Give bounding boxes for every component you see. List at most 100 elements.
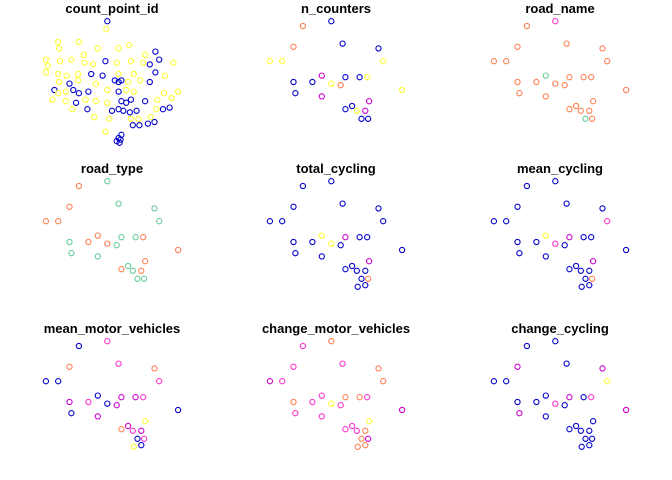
point-marker xyxy=(572,102,580,110)
point-marker xyxy=(490,378,498,385)
point-marker xyxy=(42,378,50,385)
point-marker xyxy=(140,234,147,241)
point-marker xyxy=(125,42,133,49)
point-marker xyxy=(604,218,611,225)
point-marker xyxy=(578,443,585,450)
point-marker xyxy=(523,22,531,30)
point-marker xyxy=(140,435,148,442)
point-marker xyxy=(123,99,130,106)
point-marker xyxy=(279,58,286,65)
point-marker xyxy=(134,275,141,282)
point-marker xyxy=(44,62,51,70)
point-marker xyxy=(118,426,125,433)
point-marker xyxy=(542,72,549,79)
point-marker xyxy=(339,200,346,207)
point-marker xyxy=(503,58,510,65)
point-marker xyxy=(586,282,593,289)
point-marker xyxy=(542,392,549,399)
point-marker xyxy=(589,418,597,425)
point-marker xyxy=(140,394,147,401)
point-marker xyxy=(70,86,77,94)
point-marker xyxy=(62,88,69,95)
point-marker xyxy=(566,426,573,433)
point-marker xyxy=(85,88,92,95)
point-marker xyxy=(55,378,62,385)
point-marker xyxy=(339,360,346,367)
panel-mean-motor-vehicles: mean_motor_vehicles xyxy=(42,321,182,450)
panel-total-cycling: total_cycling xyxy=(266,161,406,290)
point-marker xyxy=(130,443,137,450)
panel-title: road_name xyxy=(525,1,594,16)
panel-change-motor-vehicles: change_motor_vehicles xyxy=(262,321,410,450)
point-marker xyxy=(328,80,335,87)
point-marker xyxy=(516,90,523,97)
panel-points xyxy=(490,178,630,290)
point-marker xyxy=(503,218,510,225)
point-marker xyxy=(348,422,356,430)
point-marker xyxy=(156,378,163,385)
point-marker xyxy=(290,203,297,210)
point-marker xyxy=(514,238,521,246)
point-marker xyxy=(328,400,335,407)
point-marker xyxy=(353,107,360,114)
point-marker xyxy=(90,114,98,121)
point-marker xyxy=(89,61,97,68)
point-marker xyxy=(118,394,125,401)
point-marker xyxy=(290,398,297,406)
point-marker xyxy=(362,282,369,289)
point-marker xyxy=(127,96,135,103)
point-marker xyxy=(66,203,73,210)
point-marker xyxy=(309,78,316,86)
point-marker xyxy=(589,98,597,105)
point-marker xyxy=(113,402,120,409)
point-marker xyxy=(552,400,559,407)
point-marker xyxy=(398,246,406,254)
point-marker xyxy=(129,122,136,129)
point-marker xyxy=(51,86,58,94)
point-marker xyxy=(290,43,297,50)
point-marker xyxy=(599,365,606,372)
point-marker xyxy=(622,86,630,94)
point-marker xyxy=(113,59,120,66)
point-marker xyxy=(290,363,297,370)
point-marker xyxy=(56,58,64,65)
point-marker xyxy=(137,77,144,84)
point-marker xyxy=(364,234,371,241)
point-marker xyxy=(111,77,118,84)
point-marker xyxy=(81,59,88,66)
point-marker xyxy=(561,82,568,89)
point-marker xyxy=(582,275,589,282)
point-marker xyxy=(604,58,611,65)
point-marker xyxy=(55,38,62,46)
point-marker xyxy=(63,72,70,79)
point-marker xyxy=(133,107,140,114)
point-marker xyxy=(292,250,299,257)
point-marker xyxy=(55,218,62,225)
point-marker xyxy=(604,378,611,385)
point-marker xyxy=(104,400,111,407)
panel-points xyxy=(490,18,630,122)
point-marker xyxy=(141,98,149,105)
point-marker xyxy=(514,363,521,370)
point-marker xyxy=(542,93,549,100)
point-marker xyxy=(299,22,307,30)
point-marker xyxy=(572,262,580,270)
point-marker xyxy=(356,394,363,401)
point-marker xyxy=(542,413,549,420)
point-marker xyxy=(104,86,111,94)
point-marker xyxy=(140,59,147,66)
point-marker xyxy=(580,234,587,241)
point-marker xyxy=(153,106,160,113)
point-marker xyxy=(318,72,325,79)
point-marker xyxy=(152,69,159,76)
point-marker xyxy=(375,365,382,372)
point-marker xyxy=(318,413,325,420)
point-marker xyxy=(292,90,299,97)
point-marker xyxy=(120,107,127,114)
point-marker xyxy=(279,218,286,225)
point-marker xyxy=(577,267,584,274)
point-marker xyxy=(68,56,75,63)
point-marker xyxy=(503,378,510,385)
point-marker xyxy=(290,78,297,86)
point-marker xyxy=(514,203,521,210)
